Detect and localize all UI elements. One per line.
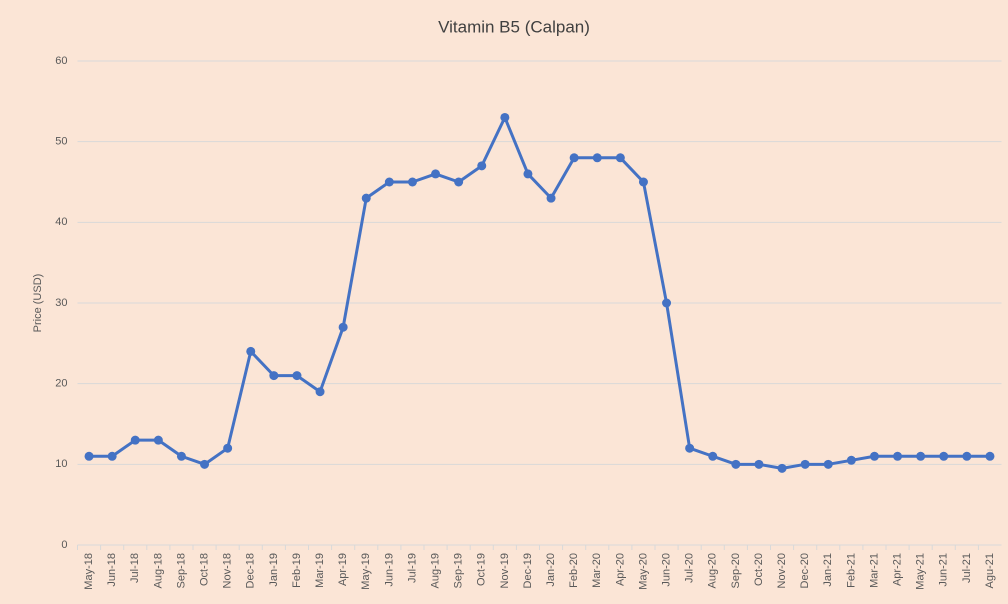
data-point (292, 371, 302, 381)
x-tick-label: Feb-20 (568, 553, 580, 588)
data-point (731, 459, 741, 469)
x-tick-label: Sep-19 (453, 553, 465, 588)
data-point (338, 322, 348, 332)
y-axis-label: Price (USD) (32, 274, 44, 333)
x-tick-label: Nov-20 (776, 553, 788, 588)
data-point (500, 112, 510, 122)
data-point (523, 169, 533, 179)
x-tick-label: Apr-21 (891, 553, 903, 586)
data-point (569, 153, 579, 163)
data-point (592, 153, 602, 163)
data-point (269, 371, 279, 381)
data-point (939, 451, 949, 461)
data-point (200, 459, 210, 469)
x-tick-label: Jun-21 (938, 553, 950, 587)
x-tick-label: Jun-19 (383, 553, 395, 587)
data-point (638, 177, 648, 187)
x-tick-label: Mar-20 (591, 553, 603, 588)
x-tick-label: Jun-20 (660, 553, 672, 587)
x-tick-label: Mar-21 (868, 553, 880, 588)
y-tick-label: 20 (55, 378, 67, 390)
x-tick-label: Jul-19 (406, 553, 418, 583)
data-point (869, 451, 879, 461)
x-tick-label: Agu-21 (984, 553, 996, 588)
data-point (615, 153, 625, 163)
data-point (916, 451, 926, 461)
data-point (708, 451, 718, 461)
x-tick-label: May-20 (637, 553, 649, 590)
data-point (407, 177, 417, 187)
x-tick-label: May-19 (360, 553, 372, 590)
data-point (361, 193, 371, 203)
x-tick-label: Dec-18 (245, 553, 257, 588)
data-point (962, 451, 972, 461)
data-point (107, 451, 117, 461)
data-point (130, 435, 140, 445)
x-tick-label: May-18 (83, 553, 95, 590)
x-tick-label: Oct-20 (753, 553, 765, 586)
data-point (454, 177, 464, 187)
x-tick-label: Jul-20 (684, 553, 696, 583)
x-tick-label: Feb-21 (845, 553, 857, 588)
data-point (477, 161, 487, 171)
data-point (246, 346, 256, 356)
y-tick-label: 10 (55, 458, 67, 470)
data-point (777, 463, 787, 473)
data-point (846, 455, 856, 465)
x-tick-label: May-21 (915, 553, 927, 590)
x-tick-label: Nov-19 (499, 553, 511, 588)
x-tick-label: Aug-20 (707, 553, 719, 588)
data-point (315, 387, 325, 397)
data-point (893, 451, 903, 461)
data-point (823, 459, 833, 469)
y-tick-label: 50 (55, 136, 67, 148)
x-tick-label: Jul-21 (961, 553, 973, 583)
data-point (800, 459, 810, 469)
x-tick-label: Dec-20 (799, 553, 811, 588)
data-point (754, 459, 764, 469)
x-tick-label: Oct-19 (476, 553, 488, 586)
x-tick-label: Sep-18 (175, 553, 187, 588)
x-tick-label: Feb-19 (291, 553, 303, 588)
x-tick-label: Oct-18 (198, 553, 210, 586)
x-tick-label: Aug-18 (152, 553, 164, 588)
x-tick-label: Jul-18 (129, 553, 141, 583)
x-tick-label: Jan-19 (268, 553, 280, 587)
x-tick-label: Dec-19 (522, 553, 534, 588)
y-tick-label: 60 (55, 55, 67, 67)
data-point (985, 451, 995, 461)
data-point (153, 435, 163, 445)
data-point (685, 443, 695, 453)
x-tick-label: Aug-19 (429, 553, 441, 588)
y-tick-label: 0 (61, 539, 67, 551)
x-tick-label: Mar-19 (314, 553, 326, 588)
x-tick-label: Apr-19 (337, 553, 349, 586)
chart-title: Vitamin B5 (Calpan) (438, 17, 590, 36)
y-tick-label: 30 (55, 297, 67, 309)
x-tick-label: Jun-18 (106, 553, 118, 587)
data-point (223, 443, 233, 453)
x-tick-label: Apr-20 (614, 553, 626, 586)
x-tick-label: Jan-21 (822, 553, 834, 587)
x-tick-label: Nov-18 (222, 553, 234, 588)
data-point (176, 451, 186, 461)
data-point (84, 451, 94, 461)
y-tick-label: 40 (55, 216, 67, 228)
data-point (662, 298, 672, 308)
x-tick-label: Sep-20 (730, 553, 742, 588)
x-tick-label: Jan-20 (545, 553, 557, 587)
data-line (89, 115, 990, 470)
data-point (546, 193, 556, 203)
data-point (431, 169, 441, 179)
data-point (384, 177, 394, 187)
